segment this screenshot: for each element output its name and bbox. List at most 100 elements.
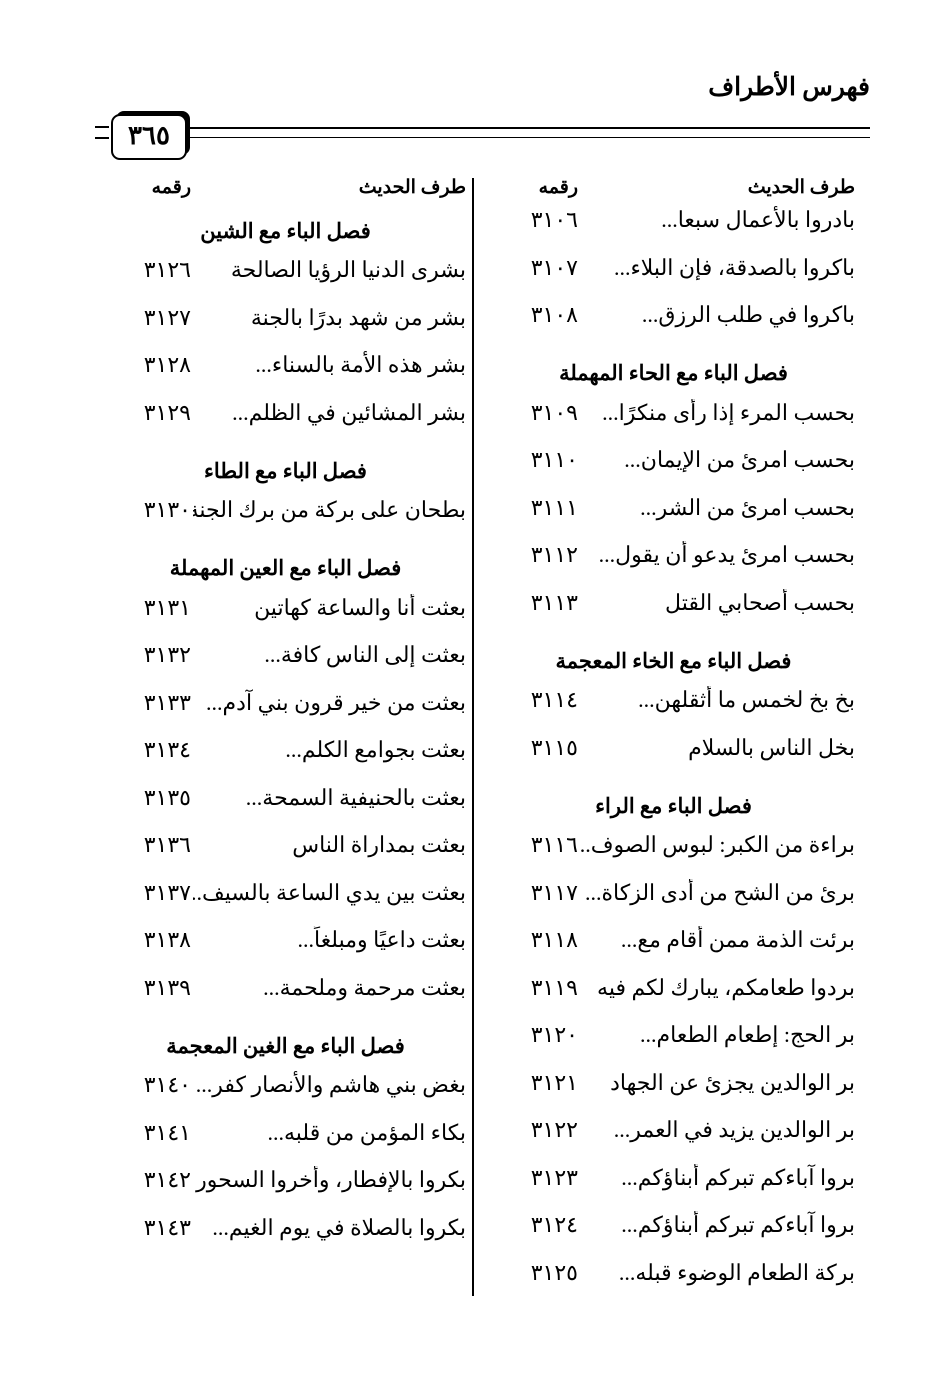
entry-hadith-incipit: بعثت بجوامع الكلم...	[285, 737, 466, 762]
entry-hadith-incipit: بكروا بالصلاة في يوم الغيم...	[212, 1214, 466, 1240]
running-title: فهرس الأطراف	[708, 74, 870, 101]
entry-hadith-incipit: بروا آباءكم تبركم أبناؤكم...	[621, 1212, 855, 1237]
section-heading: فصل الباء مع الشين	[200, 218, 371, 243]
entry-hadith-number: ٣١١٠	[530, 447, 578, 472]
index-entry-row[interactable]: بحسب المرء إذا رأى منكرًا... ٣١٠٩	[492, 399, 855, 447]
entry-hadith-number: ٣١٢٢	[530, 1117, 578, 1142]
index-entry-row[interactable]: بشر من شهد بدرًا بالجنة ٣١٢٧	[105, 304, 466, 352]
index-entry-row[interactable]: بادروا بالأعمال سبعا... ٣١٠٦	[492, 206, 855, 254]
entry-hadith-incipit: بروا آباءكم تبركم أبناؤكم...	[621, 1164, 855, 1190]
index-entry-row[interactable]: بعثت إلى الناس كافة... ٣١٣٢	[105, 641, 466, 689]
index-entry-row[interactable]: بعثت بالحنيفية السمحة... ٣١٣٥	[105, 784, 466, 832]
entry-hadith-number: ٣١٣٥	[143, 784, 191, 810]
entry-hadith-incipit: بادروا بالأعمال سبعا...	[661, 207, 855, 232]
index-entry-row[interactable]: بعثت بجوامع الكلم... ٣١٣٤	[105, 736, 466, 784]
entry-hadith-number: ٣١٠٨	[530, 302, 578, 327]
entry-hadith-incipit: برئت الذمة ممن أقام مع...	[620, 927, 855, 952]
entry-hadith-number: ٣١٢٤	[530, 1212, 578, 1237]
index-entry-row[interactable]: بخل الناس بالسلام ٣١١٥	[492, 734, 855, 782]
index-entry-row[interactable]: بردوا طعامكم، يبارك لكم فيه ٣١١٩	[492, 974, 855, 1022]
index-entry-row[interactable]: بحسب امرئ من الشر... ٣١١١	[492, 494, 855, 542]
entry-hadith-number: ٣١٣١	[143, 594, 191, 620]
index-entry-row[interactable]: بر الوالدين يجزئ عن الجهاد ٣١٢١	[492, 1069, 855, 1117]
entry-hadith-incipit: بحسب أصحابي القتل	[665, 589, 855, 615]
index-entry-row[interactable]: بروا آباءكم تبركم أبناؤكم... ٣١٢٣	[492, 1164, 855, 1212]
entry-hadith-number: ٣١٣٨	[143, 927, 191, 952]
index-entry-row[interactable]: بحسب أصحابي القتل ٣١١٣	[492, 589, 855, 637]
entry-hadith-incipit: بكروا بالإفطار، وأخروا السحور	[196, 1167, 466, 1192]
entry-hadith-number: ٣١٤٣	[143, 1214, 191, 1240]
entry-hadith-number: ٣١٠٦	[530, 207, 578, 232]
index-entry-row[interactable]: بشر المشائين في الظلم... ٣١٢٩	[105, 399, 466, 447]
index-entry-row[interactable]: باكروا بالصدقة، فإن البلاء... ٣١٠٧	[492, 254, 855, 302]
entry-hadith-incipit: بطحان على بركة من برك الجنة	[193, 497, 466, 522]
entry-hadith-number: ٣١١٣	[530, 589, 578, 615]
entry-hadith-number: ٣١٤٢	[143, 1167, 191, 1192]
entry-hadith-incipit: باكروا في طلب الرزق...	[641, 302, 855, 327]
index-entry-row[interactable]: بطحان على بركة من برك الجنة ٣١٣٠	[105, 496, 466, 544]
entry-hadith-number: ٣١٣٦	[143, 832, 191, 857]
entry-hadith-number: ٣١٢٠	[530, 1022, 578, 1047]
section-heading: فصل الباء مع العين المهملة	[169, 556, 402, 580]
entry-hadith-number: ٣١١١	[530, 494, 578, 520]
index-entry-row[interactable]: براءة من الكبر: لبوس الصوف... ٣١١٦	[492, 831, 855, 879]
index-entry-row[interactable]: بحسب امرئ يدعو أن يقول... ٣١١٢	[492, 541, 855, 589]
entry-hadith-incipit: بغض بني هاشم والأنصار كفر...	[195, 1072, 466, 1097]
entry-hadith-number: ٣١١٧	[530, 879, 578, 905]
index-entry-row[interactable]: بعثت مرحمة وملحمة... ٣١٣٩	[105, 974, 466, 1022]
index-entry-row[interactable]: بعثت من خير قرون بني آدم... ٣١٣٣	[105, 689, 466, 737]
index-entry-row[interactable]: برئت الذمة ممن أقام مع... ٣١١٨	[492, 926, 855, 974]
entry-hadith-incipit: باكروا بالصدقة، فإن البلاء...	[613, 254, 855, 280]
index-column-right: طرف الحديث رقمه بادروا بالأعمال سبعا... ٣…	[480, 176, 855, 1296]
entry-hadith-number: ٣١٣٢	[143, 642, 191, 667]
entry-hadith-number: ٣١٠٩	[530, 399, 578, 425]
entry-hadith-incipit: بشر هذه الأمة بالسناء...	[255, 352, 466, 377]
index-entry-row[interactable]: بكروا بالصلاة في يوم الغيم... ٣١٤٣	[105, 1214, 466, 1262]
entry-hadith-incipit: بر الوالدين يزيد في العمر...	[613, 1117, 855, 1142]
entry-hadith-incipit: بردوا طعامكم، يبارك لكم فيه	[597, 974, 855, 1000]
index-entry-row[interactable]: بر الوالدين يزيد في العمر... ٣١٢٢	[492, 1116, 855, 1164]
entry-hadith-number: ٣١٣٩	[143, 974, 191, 1000]
index-entry-row[interactable]: بعثت بين يدي الساعة بالسيف... ٣١٣٧	[105, 879, 466, 927]
entry-hadith-incipit: بر الحج: إطعام الطعام...	[640, 1022, 855, 1047]
entry-hadith-incipit: بعثت إلى الناس كافة...	[264, 642, 466, 667]
page-number: ٣٦٥	[128, 121, 170, 150]
index-entry-row[interactable]: بر الحج: إطعام الطعام... ٣١٢٠	[492, 1021, 855, 1069]
entry-hadith-number: ٣١٢٩	[143, 399, 191, 425]
index-entry-row[interactable]: بركة الطعام الوضوء قبله... ٣١٢٥	[492, 1259, 855, 1307]
entry-hadith-incipit: بشرى الدنيا الرؤيا الصالحة	[230, 257, 466, 282]
index-entry-row[interactable]: بكروا بالإفطار، وأخروا السحور ٣١٤٢	[105, 1166, 466, 1214]
entry-hadith-incipit: بحسب امرئ من الشر...	[640, 494, 855, 520]
section-heading: فصل الباء مع الحاء المهملة	[559, 361, 788, 385]
entry-hadith-incipit: بشر من شهد بدرًا بالجنة	[250, 304, 466, 330]
index-entry-row[interactable]: بعثت أنا والساعة كهاتين ٣١٣١	[105, 594, 466, 642]
index-entry-row[interactable]: بروا آباءكم تبركم أبناؤكم... ٣١٢٤	[492, 1211, 855, 1259]
entry-hadith-number: ٣١٢٨	[143, 352, 191, 377]
index-entry-row[interactable]: بشر هذه الأمة بالسناء... ٣١٢٨	[105, 351, 466, 399]
page-header: فهرس الأطراف ٣٦٥	[95, 74, 870, 164]
index-entry-row[interactable]: بشرى الدنيا الرؤيا الصالحة ٣١٢٦	[105, 256, 466, 304]
index-entry-row[interactable]: بغض بني هاشم والأنصار كفر... ٣١٤٠	[105, 1071, 466, 1119]
entry-hadith-number: ٣١١٢	[530, 542, 578, 567]
index-entry-row[interactable]: بعثت داعيًا ومبلغاً... ٣١٣٨	[105, 926, 466, 974]
section-heading: فصل الباء مع الطاء	[204, 458, 367, 483]
column-header-term: طرف الحديث	[747, 177, 855, 198]
entry-hadith-number: ٣١٢٧	[143, 304, 191, 330]
entry-hadith-number: ٣١٢١	[530, 1069, 578, 1095]
index-entry-row[interactable]: باكروا في طلب الرزق... ٣١٠٨	[492, 301, 855, 349]
entry-hadith-incipit: بعثت بين يدي الساعة بالسيف...	[193, 879, 466, 905]
entry-hadith-number: ٣١٣٣	[143, 689, 191, 715]
entry-hadith-incipit: بخ بخ لخمس ما أثقلهن...	[638, 687, 855, 712]
entry-hadith-incipit: برئ من الشح من أدى الزكاة...	[585, 879, 855, 905]
entry-hadith-number: ٣١٣٧	[143, 879, 191, 905]
index-entry-row[interactable]: برئ من الشح من أدى الزكاة... ٣١١٧	[492, 879, 855, 927]
index-entry-row[interactable]: بخ بخ لخمس ما أثقلهن... ٣١١٤	[492, 686, 855, 734]
column-header-right: طرف الحديث رقمه	[492, 176, 855, 206]
entry-hadith-incipit: بحسب امرئ من الإيمان...	[624, 447, 855, 472]
index-entry-row[interactable]: بكاء المؤمن من قلبه... ٣١٤١	[105, 1119, 466, 1167]
entry-hadith-incipit: بكاء المؤمن من قلبه...	[267, 1119, 466, 1145]
index-entry-row[interactable]: بعثت بمداراة الناس ٣١٣٦	[105, 831, 466, 879]
index-entry-row[interactable]: بحسب امرئ من الإيمان... ٣١١٠	[492, 446, 855, 494]
column-divider	[472, 178, 474, 1296]
entry-hadith-incipit: بعثت بمداراة الناس	[292, 832, 466, 857]
